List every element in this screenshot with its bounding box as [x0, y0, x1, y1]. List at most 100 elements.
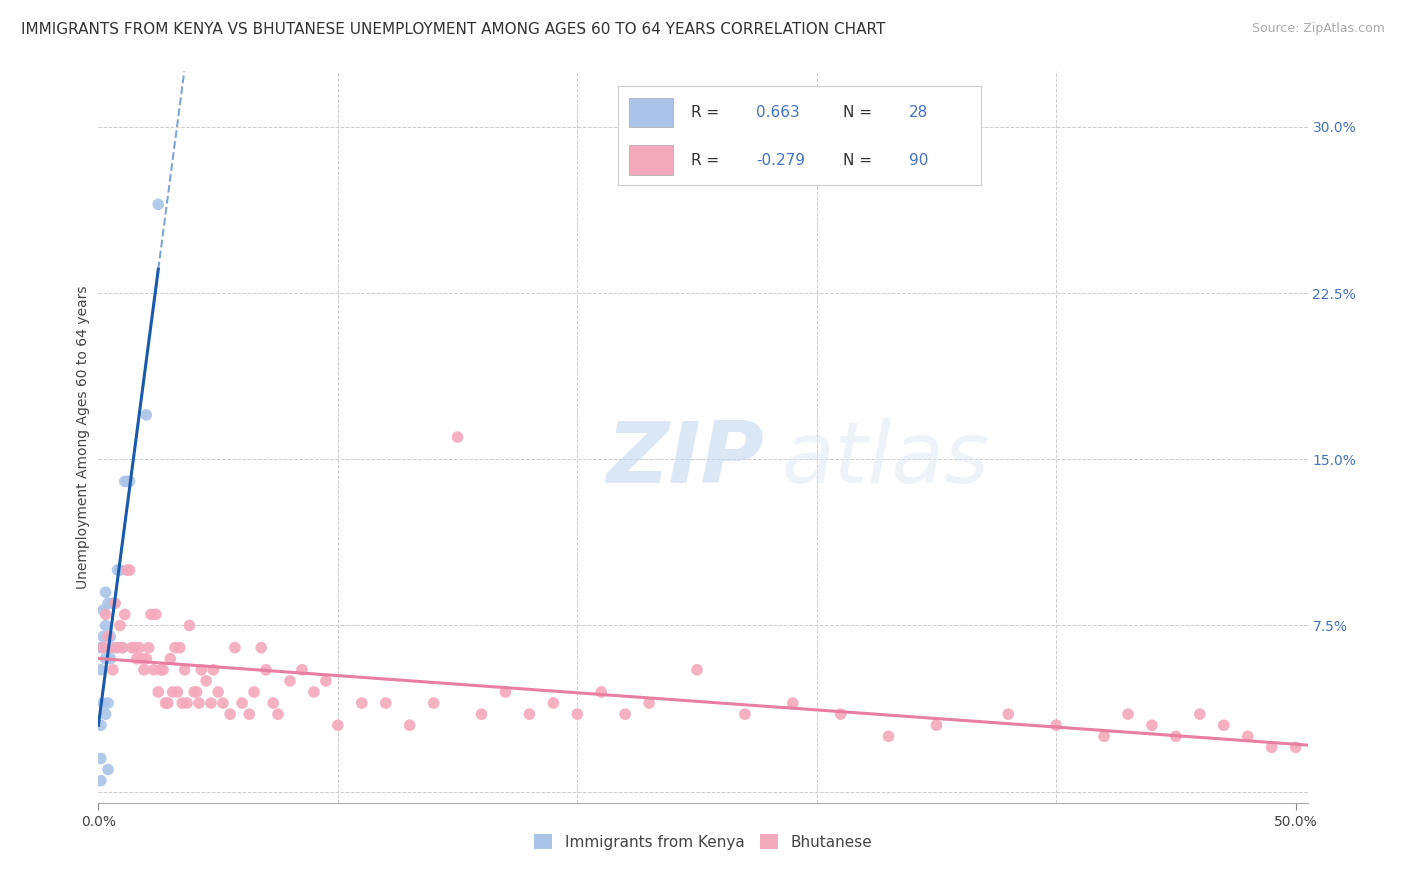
- Point: [830, 707, 852, 722]
- Point: [243, 685, 266, 699]
- Point: [219, 707, 242, 722]
- Point: [148, 197, 170, 211]
- Point: [638, 696, 661, 710]
- Point: [1092, 729, 1115, 743]
- Text: Source: ZipAtlas.com: Source: ZipAtlas.com: [1251, 22, 1385, 36]
- Legend: Immigrants from Kenya, Bhutanese: Immigrants from Kenya, Bhutanese: [526, 826, 880, 857]
- Point: [686, 663, 709, 677]
- Point: [374, 696, 396, 710]
- Point: [1284, 740, 1306, 755]
- Point: [148, 685, 170, 699]
- Point: [139, 607, 162, 622]
- Point: [118, 563, 141, 577]
- Point: [997, 707, 1019, 722]
- Point: [495, 685, 517, 699]
- Point: [254, 663, 277, 677]
- Point: [350, 696, 373, 710]
- Point: [224, 640, 246, 655]
- Point: [212, 696, 235, 710]
- Point: [1164, 729, 1187, 743]
- Point: [97, 696, 120, 710]
- Point: [138, 640, 160, 655]
- Point: [135, 408, 157, 422]
- Point: [91, 630, 114, 644]
- Point: [614, 707, 637, 722]
- Point: [97, 763, 120, 777]
- Point: [90, 718, 112, 732]
- Point: [115, 475, 138, 489]
- Point: [470, 707, 492, 722]
- Point: [302, 685, 325, 699]
- Point: [200, 696, 222, 710]
- Point: [118, 475, 141, 489]
- Point: [262, 696, 284, 710]
- Point: [169, 640, 191, 655]
- Point: [543, 696, 565, 710]
- Point: [1212, 718, 1234, 732]
- Point: [207, 685, 229, 699]
- Point: [155, 696, 177, 710]
- Point: [101, 663, 124, 677]
- Point: [91, 640, 114, 655]
- Point: [202, 663, 225, 677]
- Text: atlas: atlas: [782, 417, 990, 500]
- Point: [877, 729, 900, 743]
- Point: [101, 596, 124, 610]
- Point: [135, 651, 157, 665]
- Point: [1188, 707, 1211, 722]
- Point: [291, 663, 314, 677]
- Point: [925, 718, 948, 732]
- Point: [124, 640, 146, 655]
- Point: [250, 640, 273, 655]
- Point: [446, 430, 468, 444]
- Point: [90, 663, 112, 677]
- Point: [100, 640, 122, 655]
- Point: [166, 685, 188, 699]
- Point: [315, 673, 337, 688]
- Point: [156, 696, 179, 710]
- Point: [121, 640, 143, 655]
- Point: [94, 707, 117, 722]
- Point: [159, 651, 181, 665]
- Point: [100, 651, 122, 665]
- Point: [104, 596, 127, 610]
- Point: [1045, 718, 1067, 732]
- Point: [94, 651, 117, 665]
- Y-axis label: Unemployment Among Ages 60 to 64 years: Unemployment Among Ages 60 to 64 years: [76, 285, 90, 589]
- Point: [94, 585, 117, 599]
- Point: [238, 707, 260, 722]
- Point: [115, 563, 138, 577]
- Point: [163, 640, 186, 655]
- Point: [190, 663, 212, 677]
- Point: [91, 640, 114, 655]
- Point: [107, 563, 129, 577]
- Point: [114, 475, 136, 489]
- Point: [131, 651, 153, 665]
- Point: [188, 696, 211, 710]
- Point: [1140, 718, 1163, 732]
- Point: [132, 663, 155, 677]
- Point: [278, 673, 301, 688]
- Point: [567, 707, 589, 722]
- Point: [398, 718, 420, 732]
- Point: [97, 630, 120, 644]
- Point: [145, 607, 167, 622]
- Point: [114, 607, 136, 622]
- Point: [128, 640, 150, 655]
- Point: [734, 707, 756, 722]
- Point: [111, 640, 134, 655]
- Point: [90, 640, 112, 655]
- Point: [186, 685, 208, 699]
- Point: [149, 663, 172, 677]
- Point: [173, 663, 195, 677]
- Point: [97, 596, 120, 610]
- Point: [231, 696, 253, 710]
- Point: [125, 651, 148, 665]
- Point: [183, 685, 205, 699]
- Point: [108, 618, 131, 632]
- Point: [1236, 729, 1258, 743]
- Point: [176, 696, 198, 710]
- Point: [195, 673, 218, 688]
- Point: [519, 707, 541, 722]
- Point: [267, 707, 290, 722]
